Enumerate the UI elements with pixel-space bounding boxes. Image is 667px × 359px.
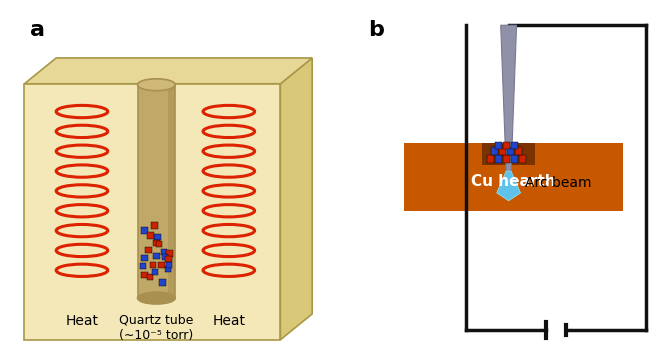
Bar xyxy=(519,155,526,163)
Bar xyxy=(141,272,148,279)
Text: Cu hearth: Cu hearth xyxy=(472,174,556,190)
Text: Quartz tube
(∼10⁻⁵ torr): Quartz tube (∼10⁻⁵ torr) xyxy=(119,314,193,342)
Bar xyxy=(515,148,522,155)
Bar xyxy=(491,148,498,155)
Bar xyxy=(165,266,171,272)
Bar xyxy=(145,247,151,253)
Bar xyxy=(503,141,510,149)
Bar xyxy=(499,148,506,155)
Bar xyxy=(141,227,147,234)
Text: Heat: Heat xyxy=(212,314,245,328)
Polygon shape xyxy=(501,25,516,171)
Bar xyxy=(161,249,167,255)
Bar xyxy=(153,240,159,246)
Ellipse shape xyxy=(137,79,175,91)
Bar xyxy=(147,233,153,239)
Bar xyxy=(154,234,161,240)
Text: Heat: Heat xyxy=(65,314,99,328)
Bar xyxy=(487,155,494,163)
Bar xyxy=(147,274,153,280)
Bar xyxy=(507,148,514,155)
Bar xyxy=(495,155,502,163)
Bar xyxy=(161,254,168,260)
Polygon shape xyxy=(497,171,520,201)
Bar xyxy=(151,222,158,229)
Text: a: a xyxy=(31,20,45,40)
Bar xyxy=(152,269,158,275)
Bar xyxy=(503,155,510,163)
Text: b: b xyxy=(368,20,384,40)
Bar xyxy=(511,141,518,149)
Bar xyxy=(536,143,623,211)
Text: Arc beam: Arc beam xyxy=(524,176,591,190)
Bar xyxy=(141,255,147,261)
Bar xyxy=(167,251,173,257)
Bar xyxy=(156,241,162,247)
Bar xyxy=(140,263,146,269)
Polygon shape xyxy=(25,58,312,84)
Bar xyxy=(165,262,172,268)
Bar xyxy=(495,141,502,149)
Bar xyxy=(404,143,482,211)
Polygon shape xyxy=(25,84,280,340)
Bar xyxy=(158,262,165,268)
Ellipse shape xyxy=(137,292,175,304)
Bar xyxy=(482,165,536,211)
Bar xyxy=(159,279,166,285)
Bar xyxy=(168,85,175,298)
Bar xyxy=(511,155,518,163)
Bar xyxy=(150,262,156,269)
Polygon shape xyxy=(280,58,312,340)
Bar xyxy=(137,85,175,298)
Bar xyxy=(482,143,536,165)
Bar xyxy=(153,253,159,259)
Bar xyxy=(165,256,171,262)
